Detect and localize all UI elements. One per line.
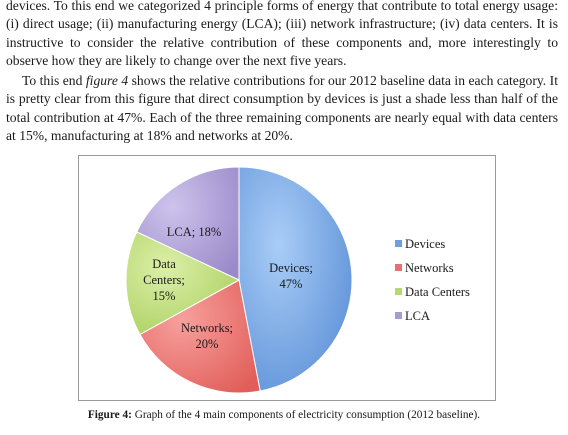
- paragraph-text-start: To this end: [22, 73, 86, 88]
- pie-label-lca: LCA; 18%: [167, 225, 222, 239]
- pie-label-data-centers: Data Centers; 15%: [143, 257, 185, 303]
- caption-label: Figure 4:: [87, 409, 132, 421]
- pie-label-devices: Devices; 47%: [269, 261, 313, 291]
- caption-text: Graph of the 4 main components of electr…: [131, 409, 481, 421]
- legend-swatch: [395, 264, 402, 271]
- body-paragraph-1: devices. To this end we categorized 4 pr…: [6, 0, 558, 69]
- legend-label: Networks: [405, 261, 454, 275]
- pie-chart-figure: Devices; 47% Networks; 20% Data Centers; 15% LC…: [78, 155, 496, 401]
- legend-item-devices: Devices: [395, 237, 470, 254]
- legend-item-networks: Networks: [395, 261, 470, 278]
- legend-item-data-centers: Data Centers: [395, 285, 470, 302]
- legend-label: Data Centers: [405, 285, 470, 299]
- legend-label: LCA: [405, 309, 430, 323]
- pie-slice-lca: [136, 166, 240, 281]
- legend-swatch: [395, 240, 402, 247]
- pie-label-networks: Networks; 20%: [181, 321, 233, 351]
- pie-slice-devices: [238, 166, 353, 392]
- chart-legend: Devices Networks Data Centers LCA: [395, 237, 470, 333]
- legend-swatch: [395, 312, 402, 319]
- pie-chart: Devices; 47% Networks; 20% Data Centers; 15% LC…: [125, 166, 353, 394]
- pie-slice-data-centers: [125, 231, 241, 336]
- body-paragraph-2: To this end figure 4 shows the relative …: [6, 72, 558, 146]
- legend-item-lca: LCA: [395, 309, 470, 326]
- paragraph-text-end: shows the relative contributions for our…: [6, 73, 558, 144]
- pie-slice-networks: [139, 279, 261, 394]
- legend-swatch: [395, 288, 402, 295]
- figure-caption: Figure 4: Graph of the 4 main components…: [0, 409, 568, 421]
- figure-reference: figure 4: [85, 73, 129, 88]
- legend-label: Devices: [405, 237, 446, 251]
